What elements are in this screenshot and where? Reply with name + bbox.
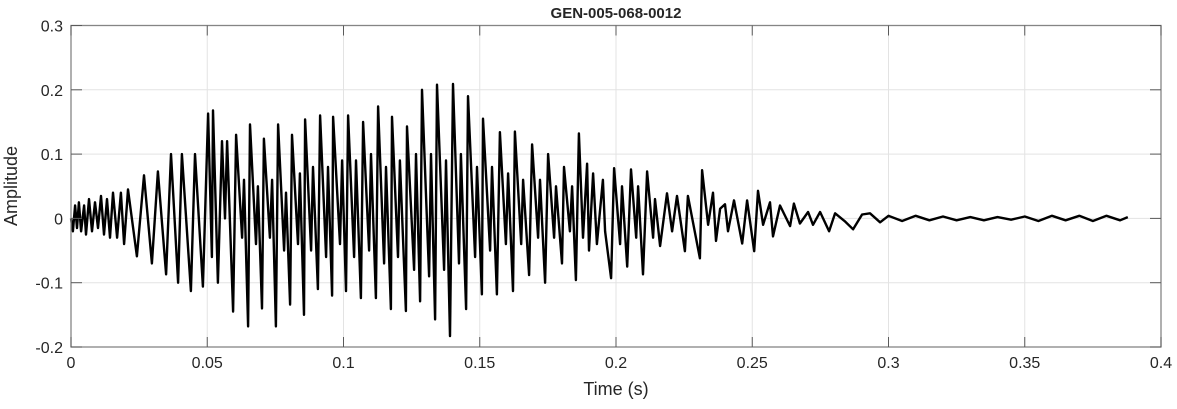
plot-area	[69, 82, 1129, 338]
ticks: 0 0.05 0.1 0.15 0.2 0.25 0.3 0.35 0.4 -0.2 -0.1 0 0.…	[35, 19, 1172, 373]
y-tick-label: 0.1	[41, 147, 63, 164]
y-tick-label: -0.1	[35, 276, 63, 293]
y-tick-label: 0.3	[41, 19, 63, 36]
waveform-line	[69, 82, 1129, 338]
x-tick-label: 0.05	[192, 355, 223, 372]
chart-title: GEN-005-068-0012	[551, 5, 682, 22]
x-tick-label: 0.1	[332, 355, 354, 372]
x-axis-label: Time (s)	[583, 379, 648, 399]
y-tick-label: 0.2	[41, 83, 63, 100]
x-tick-label: 0.15	[464, 355, 495, 372]
y-tick-label: -0.2	[35, 340, 63, 357]
x-tick-label: 0.35	[1009, 355, 1040, 372]
y-tick-label: 0	[54, 211, 63, 228]
x-tick-label: 0	[67, 355, 76, 372]
x-tick-label: 0.3	[877, 355, 899, 372]
y-axis-label: Amplitude	[1, 146, 21, 226]
x-tick-label: 0.2	[605, 355, 627, 372]
x-tick-label: 0.25	[737, 355, 768, 372]
x-tick-label: 0.4	[1150, 355, 1172, 372]
